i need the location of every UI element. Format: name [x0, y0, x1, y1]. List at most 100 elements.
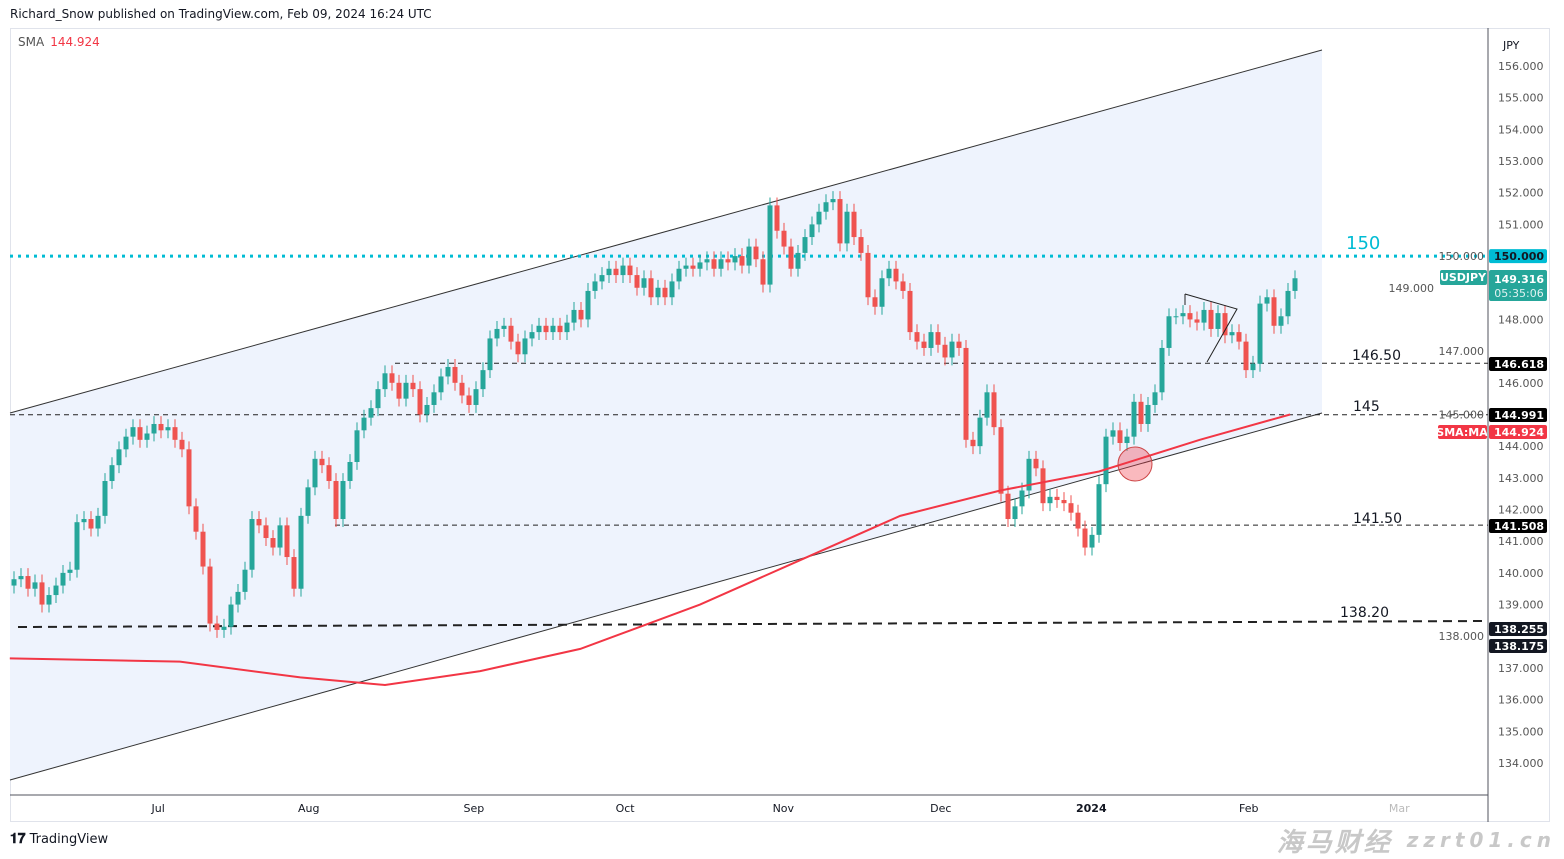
candle-body: [767, 205, 773, 285]
candle-body: [375, 389, 381, 409]
y-tick-label: 147.000: [1439, 345, 1485, 358]
y-tick-label: 134.000: [1498, 757, 1544, 770]
candle-body: [1110, 430, 1116, 437]
y-tick-label: 151.000: [1498, 218, 1544, 231]
y-tick-label: 140.000: [1498, 567, 1544, 580]
candle-body: [774, 205, 780, 231]
price-tag-146-618: 146.618: [1494, 358, 1544, 371]
candle-body: [410, 382, 416, 390]
candle-body: [333, 481, 339, 520]
price-tag-150-bg: [1489, 249, 1547, 264]
candle-body: [571, 309, 577, 323]
candle-body: [1166, 316, 1172, 348]
candle-body: [186, 449, 192, 507]
candle-body: [1061, 500, 1067, 504]
candle-body: [725, 259, 731, 263]
channel-fill: [10, 50, 1322, 780]
candle-body: [578, 309, 584, 320]
last-price-tag-bg: [1489, 270, 1547, 301]
candle-body: [32, 582, 38, 589]
candle-body: [522, 338, 528, 355]
candle-body: [263, 525, 269, 539]
legend-label: SMA: [18, 35, 45, 49]
candle-body: [1257, 303, 1263, 364]
candle-body: [1152, 392, 1158, 405]
price-tag-138-255-bg: [1489, 622, 1547, 636]
candle-body: [1285, 290, 1291, 317]
tradingview-logo[interactable]: 𝟏𝟕 TradingView: [10, 831, 108, 847]
candle-body: [704, 259, 710, 263]
x-tick-label: 2024: [1076, 802, 1107, 815]
candle-body: [851, 211, 857, 238]
candle-body: [109, 465, 115, 482]
candle-body: [389, 373, 395, 383]
candle-body: [823, 202, 829, 212]
candle-body: [242, 569, 248, 592]
candle-body: [368, 408, 374, 418]
x-tick-label: Mar: [1389, 802, 1410, 815]
candle-body: [228, 604, 234, 627]
candle-body: [690, 265, 696, 269]
candle-body: [529, 332, 535, 339]
candle-body: [473, 389, 479, 405]
candle-body: [11, 579, 17, 586]
candle-body: [116, 449, 122, 466]
candle-body: [1054, 496, 1060, 501]
candle-body: [1082, 528, 1088, 548]
candle-body: [844, 211, 850, 244]
y-tick-label: 138.000: [1439, 630, 1485, 643]
candle-body: [1026, 458, 1032, 491]
candle-body: [424, 404, 430, 415]
channel-upper-line: [9, 49, 1323, 414]
price-tag-138-175-bg: [1489, 639, 1547, 653]
candle-body: [872, 297, 878, 307]
candle-body: [949, 341, 955, 358]
candle-body: [193, 506, 199, 532]
candle-body: [830, 199, 836, 203]
candle-body: [1292, 278, 1298, 291]
sma-value-tag: 144.924: [1494, 426, 1544, 439]
candle-body: [1145, 404, 1151, 424]
candle-body: [291, 557, 297, 589]
channel-lower-line: [9, 412, 1323, 781]
candle-body: [998, 427, 1004, 494]
candle-body: [445, 366, 451, 377]
candle-body: [18, 576, 24, 580]
candle-body: [921, 341, 927, 348]
candle-body: [312, 458, 318, 488]
candle-body: [130, 427, 136, 437]
candle-body: [53, 585, 59, 596]
candle-body: [1264, 297, 1270, 304]
y-tick-label: 146.000: [1498, 377, 1544, 390]
candle-body: [1117, 430, 1123, 443]
tv-logo-icon: 𝟏𝟕: [10, 831, 26, 847]
candle-body: [1040, 468, 1046, 504]
x-tick-label: Jul: [151, 802, 165, 815]
candle-body: [1208, 309, 1214, 329]
candle-body: [1194, 319, 1200, 323]
candle-body: [1138, 401, 1144, 424]
candle-body: [1019, 490, 1025, 507]
candle-body: [1215, 313, 1221, 329]
y-tick-label: 148.000: [1498, 313, 1544, 326]
candle-body: [1103, 436, 1109, 485]
candle-body: [620, 265, 626, 276]
candle-body: [270, 538, 276, 548]
candle-body: [879, 278, 885, 307]
candle-body: [1243, 341, 1249, 371]
candle-body: [1047, 496, 1053, 504]
candle-body: [438, 376, 444, 393]
candle-body: [627, 265, 633, 276]
candle-body: [550, 325, 556, 333]
candle-body: [746, 246, 752, 266]
level-line-138-20: [17, 620, 1489, 628]
candle-body: [711, 259, 717, 269]
last-price: 149.316: [1494, 273, 1544, 286]
indicator-legend[interactable]: SMA 144.924: [18, 35, 100, 49]
candle-body: [991, 392, 997, 428]
candle-body: [928, 332, 934, 348]
price-tag-141-508-bg: [1489, 519, 1547, 533]
x-tick-label: Oct: [616, 802, 636, 815]
watermark-line2: zzrt01.cn: [1406, 828, 1556, 852]
